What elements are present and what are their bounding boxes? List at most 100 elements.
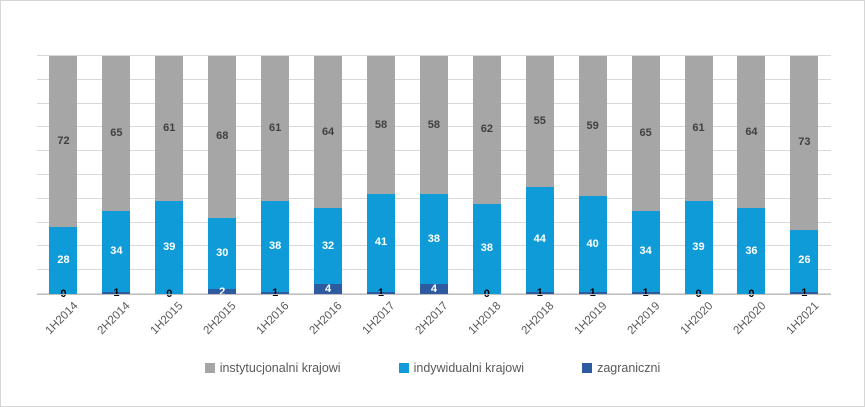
bar-segment: 65: [102, 56, 131, 211]
bar-segment: 61: [155, 56, 184, 202]
bar: 58 41 1: [366, 56, 395, 299]
bar-label: 2: [219, 285, 226, 298]
bar-label: 58: [374, 118, 388, 131]
x-axis-label: 1H2020: [678, 300, 716, 337]
bars-container: 7228065341613906830261381643245841158384…: [37, 56, 831, 300]
x-axis-line: [37, 294, 831, 295]
bar-segment: [261, 291, 290, 294]
bar-label: 38: [427, 232, 441, 245]
x-axis-label: 2H2018: [519, 300, 557, 337]
bar-label: 58: [427, 118, 441, 131]
bar-segment: [578, 291, 607, 294]
bar-label: 28: [57, 254, 70, 267]
legend-item: instytucjonalni krajowi: [204, 361, 341, 375]
bar-label: 40: [586, 237, 599, 250]
x-axis-label: 1H2016: [254, 300, 292, 337]
bar-label: 65: [110, 126, 123, 139]
legend-swatch-icon: [398, 363, 409, 373]
bar-label: 34: [639, 244, 652, 257]
bar-segment: 40: [578, 196, 607, 292]
bar: 73 26 1: [790, 56, 819, 299]
bar-label: 61: [163, 122, 176, 135]
bar-segment: 73: [790, 56, 819, 230]
legend: instytucjonalni krajowi indywidualni kraj…: [1, 361, 864, 375]
bar-label: 1: [589, 286, 596, 299]
bar-label: 1: [113, 286, 120, 299]
bar-label: 41: [374, 236, 388, 249]
x-axis-label: 1H2018: [466, 300, 504, 337]
legend-swatch-icon: [582, 363, 593, 373]
bar-segment: 65: [631, 56, 660, 211]
bar-segment: [366, 291, 395, 294]
bar: 72280: [49, 56, 78, 300]
bar-label: 64: [745, 125, 758, 138]
x-axis-label: 1H2021: [784, 300, 821, 337]
x-axis-label: 2H2020: [731, 300, 769, 337]
bar-label: 61: [692, 122, 705, 135]
bar: 65 34 1: [102, 56, 131, 299]
bar-segment: [419, 284, 448, 294]
bar-label: 39: [692, 241, 705, 254]
bar-label: 1: [377, 286, 385, 299]
legend-swatch-icon: [204, 363, 215, 373]
bar-segment: 61: [684, 56, 713, 202]
bar-segment: 38: [419, 194, 448, 285]
bar-segment: [102, 291, 131, 294]
bar-segment: 38: [472, 203, 501, 294]
bar-label: 44: [533, 232, 546, 245]
bar: 62380: [472, 56, 501, 300]
bar: 61390: [155, 56, 184, 300]
bar-label: 39: [163, 241, 176, 254]
bar-segment: 36: [737, 208, 766, 294]
bar-segment: 44: [525, 186, 554, 292]
bar-segment: [525, 291, 554, 294]
bar-segment: 34: [631, 210, 660, 292]
bar-segment: 62: [472, 56, 501, 204]
x-axis-label: 2H2015: [201, 300, 239, 337]
bar-segment: 39: [155, 201, 184, 294]
bar-label: 59: [586, 119, 599, 132]
bar-segment: 64: [737, 56, 766, 209]
bar-label: 4: [430, 283, 437, 296]
plot-area: 7228065341613906830261381643245841158384…: [37, 55, 831, 300]
x-axis-label: 2H2014: [95, 300, 133, 337]
bar-segment: [208, 289, 237, 294]
bar-segment: 28: [49, 227, 78, 294]
bar-segment: 55: [525, 56, 554, 187]
bar-label: 36: [745, 244, 758, 257]
bar-label: 30: [216, 247, 229, 260]
bar: 61 38 1: [261, 56, 290, 299]
bar-segment: [790, 291, 819, 294]
legend-item: indywidualni krajowi: [398, 361, 525, 375]
bar-label: 34: [110, 244, 123, 257]
bar: 59 40 1: [578, 56, 607, 299]
bar-label: 68: [216, 130, 229, 143]
bar-label: 72: [57, 135, 70, 148]
bar-label: 65: [639, 126, 652, 139]
x-axis-label: 2H2019: [625, 300, 663, 337]
bar-segment: 30: [208, 217, 237, 290]
bar-label: 4: [325, 283, 332, 296]
bar-segment: 58: [366, 56, 395, 195]
bar-segment: 68: [208, 56, 237, 218]
bar-label: 32: [321, 239, 335, 252]
bar-segment: [631, 291, 660, 294]
bar-segment: 64: [314, 56, 343, 209]
bar-label: 1: [536, 286, 543, 299]
bar: 65 34 1: [631, 56, 660, 299]
bar: 55 44 1: [525, 56, 554, 299]
bar-label: 38: [480, 242, 493, 255]
legend-label: zagraniczni: [597, 361, 661, 375]
bar-segment: [314, 284, 343, 294]
legend-item: zagraniczni: [582, 361, 660, 375]
x-axis-label: 1H2019: [572, 300, 610, 337]
bar: 61390: [684, 56, 713, 300]
bar-segment: 59: [578, 56, 607, 197]
legend-label: indywidualni krajowi: [413, 361, 525, 375]
legend-label: instytucjonalni krajowi: [219, 361, 341, 375]
bar-segment: 39: [684, 201, 713, 294]
bar-label: 1: [272, 286, 279, 299]
bar-label: 73: [798, 136, 811, 149]
x-axis-label: 1H2015: [148, 300, 186, 337]
bar-label: 62: [480, 123, 493, 136]
